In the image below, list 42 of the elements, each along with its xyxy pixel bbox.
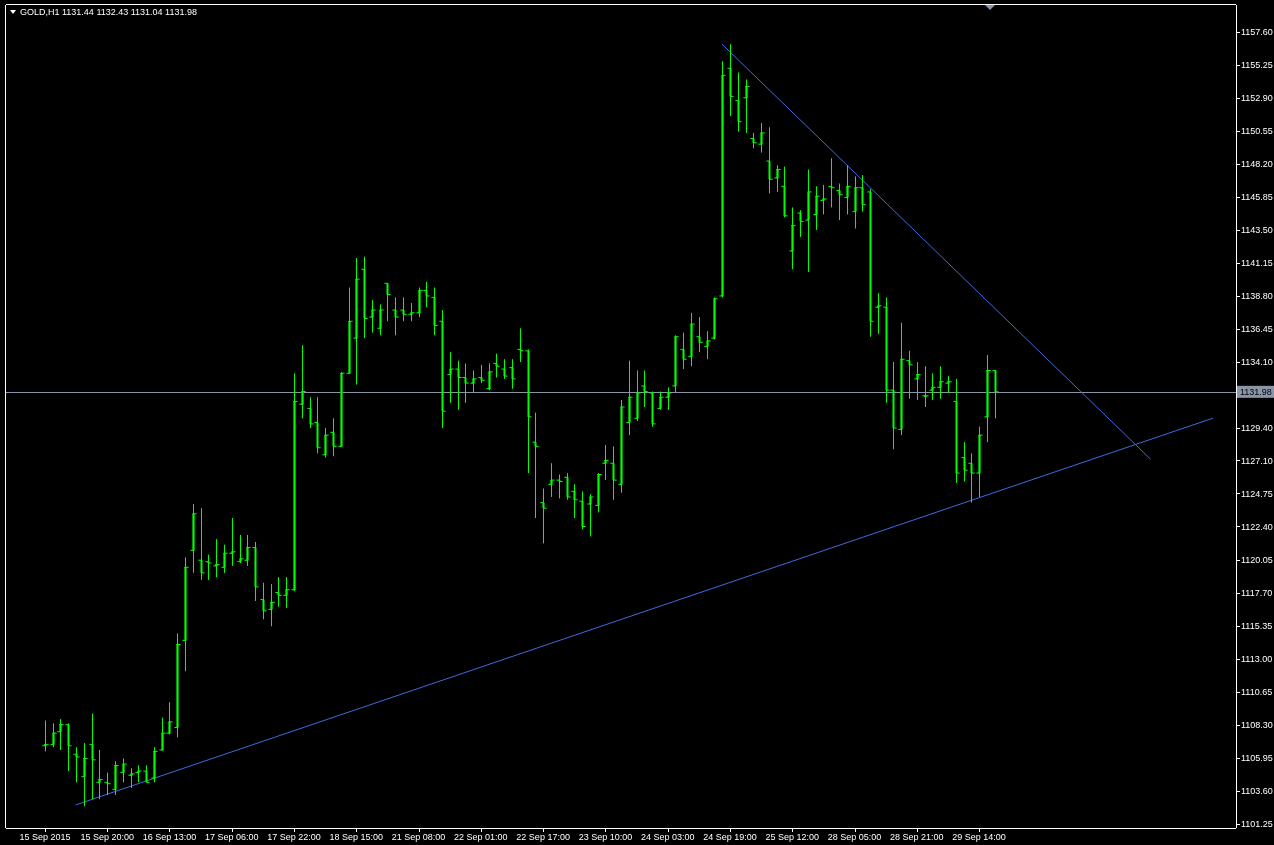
x-tick-label: 25 Sep 12:00 bbox=[765, 832, 820, 842]
x-tick-label: 22 Sep 17:00 bbox=[516, 832, 570, 842]
y-tick-label: 1141.15 bbox=[1241, 258, 1273, 269]
y-tick-label: 1105.95 bbox=[1241, 752, 1273, 763]
x-tick-label: 24 Sep 19:00 bbox=[703, 832, 757, 842]
y-tick-label: 1143.50 bbox=[1241, 225, 1273, 236]
x-tick-label: 29 Sep 14:00 bbox=[952, 832, 1006, 842]
x-tick-label: 23 Sep 10:00 bbox=[578, 832, 633, 842]
x-tick-label: 17 Sep 22:00 bbox=[267, 832, 321, 842]
y-tick-label: 1103.60 bbox=[1241, 785, 1273, 796]
ref-line-label: 1131.98 bbox=[1240, 386, 1272, 397]
y-tick-label: 1136.45 bbox=[1241, 324, 1273, 335]
x-tick-label: 15 Sep 2015 bbox=[19, 832, 71, 842]
x-tick-label: 22 Sep 01:00 bbox=[454, 832, 508, 842]
y-tick-label: 1134.10 bbox=[1241, 357, 1273, 368]
y-tick-label: 1129.40 bbox=[1241, 423, 1273, 434]
y-tick-label: 1115.35 bbox=[1241, 620, 1273, 631]
y-tick-label: 1113.00 bbox=[1241, 653, 1273, 664]
y-tick-label: 1110.65 bbox=[1241, 686, 1273, 697]
y-tick-label: 1150.55 bbox=[1241, 125, 1273, 136]
x-tick-label: 21 Sep 08:00 bbox=[391, 832, 446, 842]
x-tick-label: 28 Sep 21:00 bbox=[890, 832, 944, 842]
y-tick-label: 1120.05 bbox=[1241, 554, 1273, 565]
chart-title: GOLD,H1 1131.44 1132.43 1131.04 1131.98 bbox=[20, 7, 197, 17]
x-tick-label: 17 Sep 06:00 bbox=[204, 832, 259, 842]
x-tick-label: 28 Sep 05:00 bbox=[827, 832, 882, 842]
x-tick-label: 24 Sep 03:00 bbox=[640, 832, 695, 842]
y-tick-label: 1157.60 bbox=[1241, 26, 1273, 37]
y-tick-label: 1127.10 bbox=[1241, 455, 1273, 466]
y-tick-label: 1117.70 bbox=[1241, 587, 1273, 598]
y-tick-label: 1152.90 bbox=[1241, 92, 1273, 103]
y-tick-label: 1122.40 bbox=[1241, 521, 1273, 532]
x-tick-label: 18 Sep 15:00 bbox=[329, 832, 384, 842]
y-tick-label: 1108.30 bbox=[1241, 719, 1273, 730]
y-tick-label: 1101.25 bbox=[1241, 818, 1273, 829]
y-tick-label: 1138.80 bbox=[1241, 291, 1273, 302]
x-tick-label: 15 Sep 20:00 bbox=[80, 832, 134, 842]
y-tick-label: 1148.20 bbox=[1241, 158, 1273, 169]
y-tick-label: 1155.25 bbox=[1241, 59, 1273, 70]
y-tick-label: 1124.75 bbox=[1241, 488, 1273, 499]
x-tick-label: 16 Sep 13:00 bbox=[142, 832, 197, 842]
y-tick-label: 1145.85 bbox=[1241, 192, 1273, 203]
